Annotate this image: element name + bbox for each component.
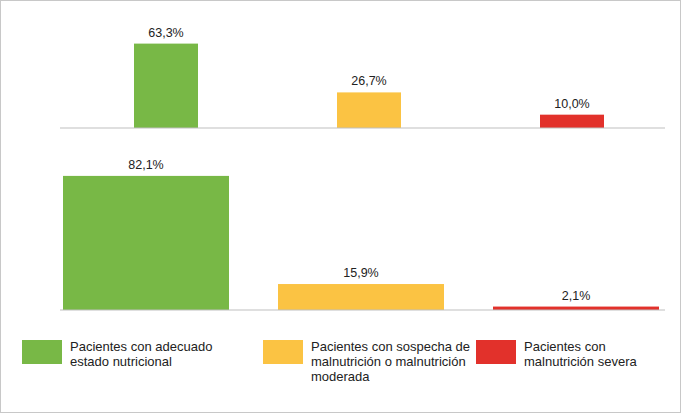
bar bbox=[63, 176, 229, 310]
legend-label: Pacientes con adecuado estado nutriciona… bbox=[70, 339, 220, 369]
legend-swatch bbox=[476, 340, 516, 364]
bars-panel bbox=[63, 176, 659, 310]
data-label: 2,1% bbox=[562, 289, 591, 303]
legend-swatch bbox=[263, 340, 303, 364]
legend-swatch bbox=[22, 340, 62, 364]
data-label: 15,9% bbox=[343, 266, 378, 280]
bars-panel bbox=[134, 44, 604, 128]
bar bbox=[278, 284, 444, 310]
legend-item: Pacientes con adecuado estado nutriciona… bbox=[22, 339, 220, 369]
bar bbox=[134, 44, 198, 128]
legend-item: Pacientes con sospecha de malnutrición o… bbox=[263, 339, 471, 384]
baseline bbox=[60, 310, 665, 311]
baseline bbox=[60, 128, 665, 129]
bar bbox=[493, 307, 659, 310]
data-label: 10,0% bbox=[554, 97, 589, 111]
bar bbox=[540, 115, 604, 128]
legend-label: Pacientes con malnutrición severa bbox=[524, 339, 654, 369]
data-label: 63,3% bbox=[148, 26, 183, 40]
data-label: 82,1% bbox=[128, 158, 163, 172]
bar bbox=[337, 92, 401, 128]
data-label: 26,7% bbox=[351, 74, 386, 88]
legend-item: Pacientes con malnutrición severa bbox=[476, 339, 654, 369]
legend-label: Pacientes con sospecha de malnutrición o… bbox=[311, 339, 471, 384]
